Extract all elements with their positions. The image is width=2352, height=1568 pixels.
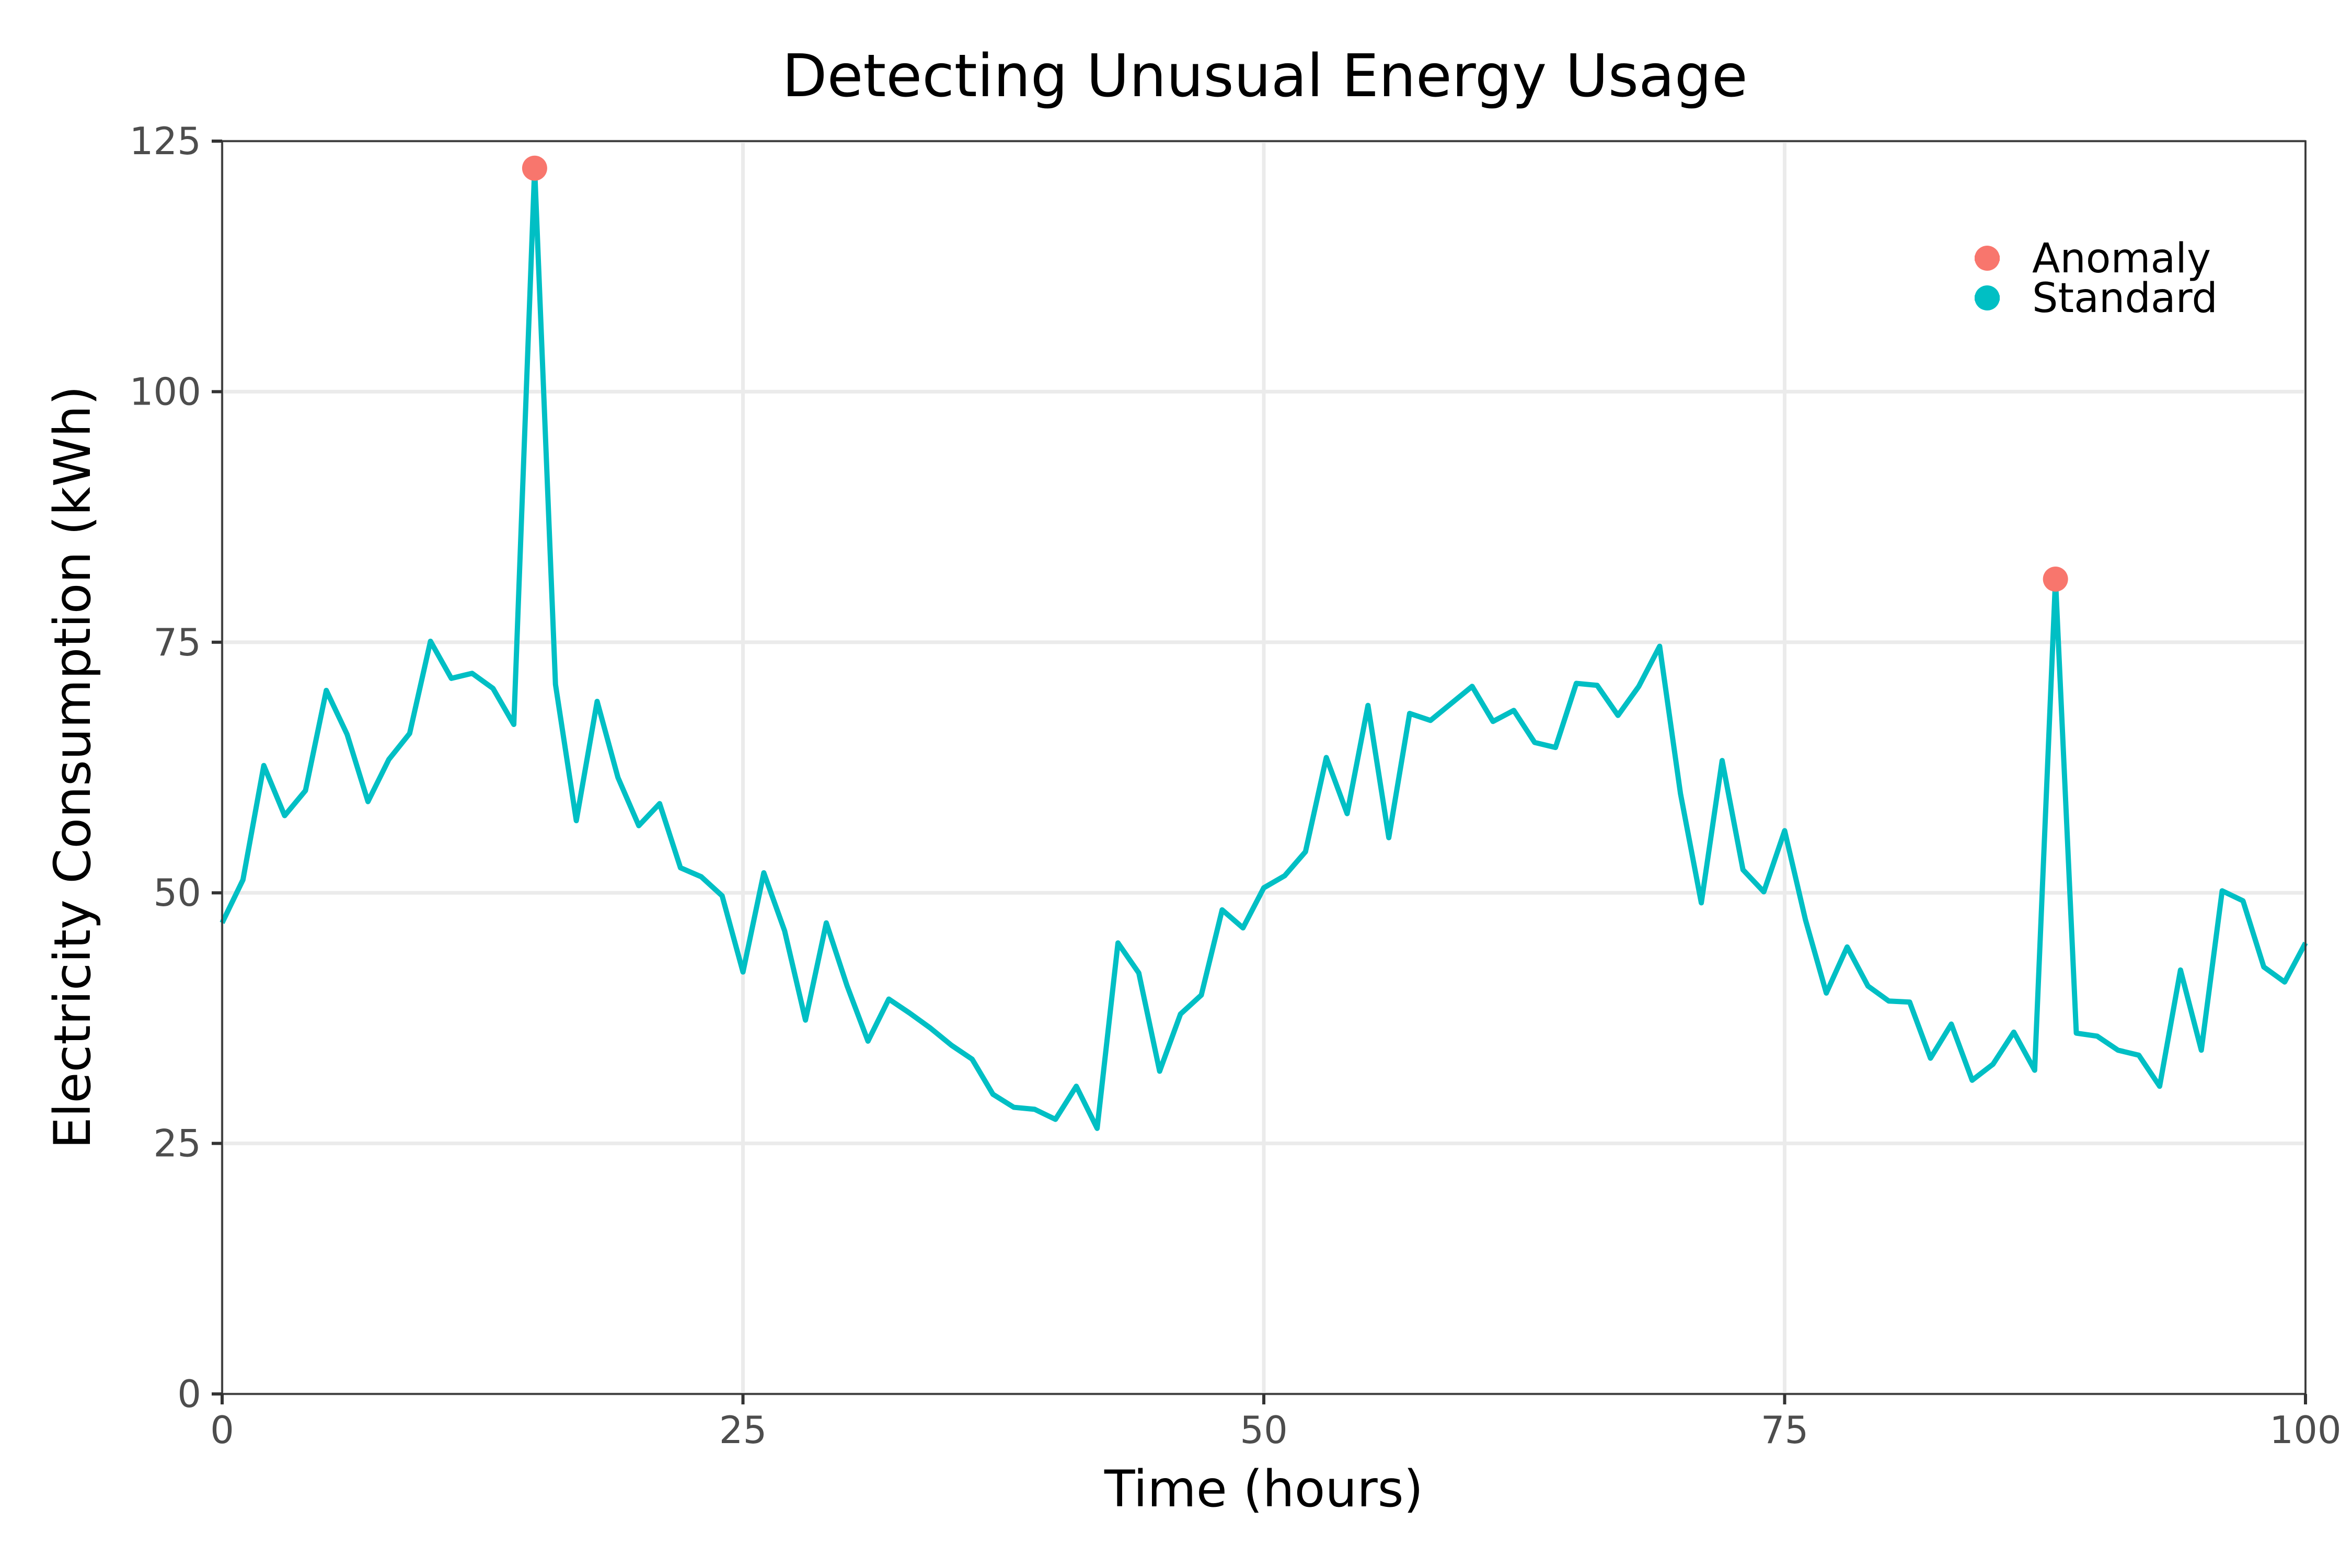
gridlines bbox=[220, 139, 2308, 1396]
x-axis: 0 25 50 75 100 bbox=[210, 1394, 2342, 1452]
series-layer bbox=[220, 155, 2308, 1131]
y-axis: 0 25 50 75 100 125 bbox=[130, 119, 222, 1416]
series-line-standard bbox=[220, 165, 2308, 1131]
x-tick-label: 25 bbox=[719, 1408, 767, 1452]
legend-label: Standard bbox=[2032, 275, 2218, 322]
chart-title: Detecting Unusual Energy Usage bbox=[782, 42, 1748, 110]
legend-label: Anomaly bbox=[2032, 235, 2211, 282]
y-tick-label: 100 bbox=[130, 370, 201, 413]
y-tick-label: 0 bbox=[177, 1372, 201, 1416]
x-tick-label: 100 bbox=[2269, 1408, 2341, 1452]
x-axis-title: Time (hours) bbox=[1104, 1460, 1423, 1518]
y-tick-label: 50 bbox=[153, 871, 201, 915]
y-tick-label: 125 bbox=[130, 119, 201, 163]
y-axis-title: Electricity Consumption (kWh) bbox=[43, 386, 102, 1149]
legend-key-marker bbox=[1975, 246, 2000, 271]
x-tick-label: 0 bbox=[210, 1408, 234, 1452]
y-tick-label: 75 bbox=[153, 620, 201, 664]
anomaly-point bbox=[522, 155, 547, 181]
legend-key-marker bbox=[1975, 285, 2000, 310]
y-tick-label: 25 bbox=[153, 1122, 201, 1166]
x-tick-label: 75 bbox=[1761, 1408, 1809, 1452]
x-tick-label: 50 bbox=[1240, 1408, 1288, 1452]
anomaly-point bbox=[2043, 566, 2068, 592]
